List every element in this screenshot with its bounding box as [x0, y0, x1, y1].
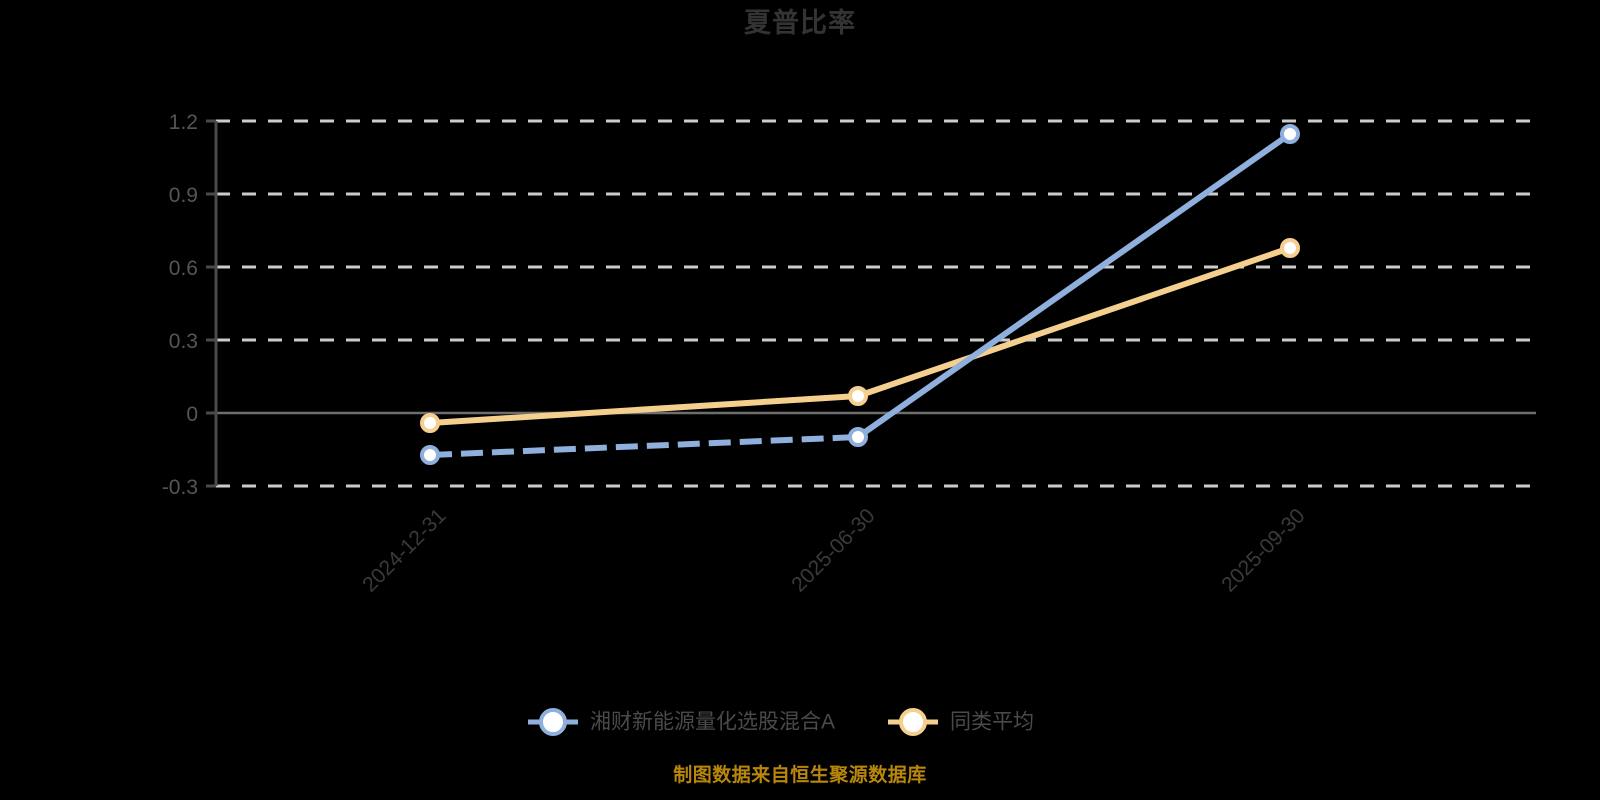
data-point-marker: [1280, 124, 1300, 144]
gridlines: [216, 119, 1536, 488]
legend-label-series-b: 同类平均: [950, 711, 1034, 734]
series-a-path-segment1: [429, 434, 859, 458]
chart-watermark: 制图数据来自恒生聚源数据库: [673, 765, 927, 786]
series-line-tonglei-pingjun: [420, 238, 1300, 433]
y-tick-label: 0.9: [169, 184, 198, 207]
data-point-marker: [1280, 238, 1300, 258]
legend-item-series-a[interactable]: 湘财新能源量化选股混合A: [528, 708, 835, 736]
legend-marker-icon: [539, 708, 567, 736]
y-tick-label: 0: [186, 403, 198, 426]
series-a-path-segment2: [855, 131, 1293, 440]
data-point-marker: [848, 427, 868, 447]
chart-title: 夏普比率: [744, 8, 856, 38]
legend-label-series-a: 湘财新能源量化选股混合A: [590, 711, 835, 734]
x-tick-label: 2025-06-30: [787, 504, 879, 596]
legend-marker-icon: [899, 708, 927, 736]
y-tick-marks: [206, 119, 216, 488]
data-point-marker: [848, 386, 868, 406]
x-tick-label: 2025-09-30: [1217, 504, 1309, 596]
y-tick-label: -0.3: [162, 476, 198, 499]
data-point-marker: [420, 445, 440, 465]
chart-legend: 湘财新能源量化选股混合A 同类平均: [528, 708, 1034, 736]
y-tick-label: 0.6: [169, 257, 198, 280]
y-tick-label: 0.3: [169, 330, 198, 353]
series-line-xiangcai-fund: [420, 124, 1300, 465]
y-tick-label: 1.2: [169, 111, 198, 134]
x-tick-label: 2024-12-31: [358, 504, 450, 596]
legend-item-series-b[interactable]: 同类平均: [888, 708, 1034, 736]
x-axis-tick-labels: 2024-12-31 2025-06-30 2025-09-30: [358, 504, 1309, 596]
y-axis-tick-labels: 1.2 0.9 0.6 0.3 0 -0.3: [162, 111, 198, 499]
data-point-marker: [420, 413, 440, 433]
